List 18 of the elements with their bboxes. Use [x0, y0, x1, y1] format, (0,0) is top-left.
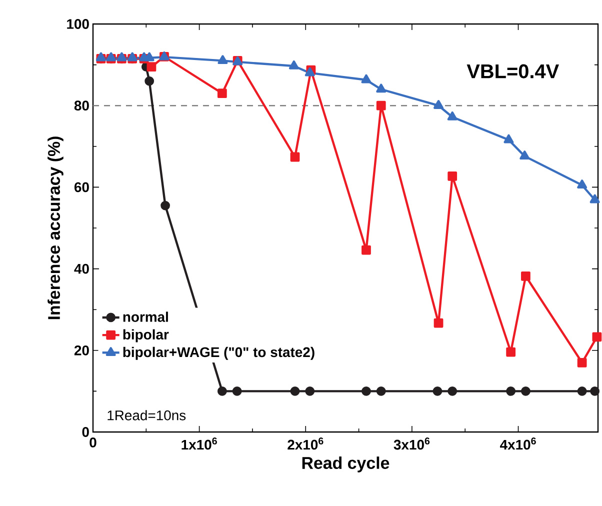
y-axis-title: Inference accuracy (%): [48, 136, 64, 320]
y-tick-label: 0: [82, 427, 89, 437]
legend-label: bipolar+WAGE ("0" to state2): [123, 346, 314, 360]
y-tick-label: 100: [67, 19, 89, 29]
x-tick-label: 1x10$^{6}$: [182, 438, 217, 450]
x-tick-label: 2x10$^{6}$: [288, 438, 324, 450]
y-tick-label: 20: [74, 345, 89, 356]
annotation: 1Read=10ns: [108, 410, 186, 420]
x-tick-label: 4x10$^{6}$: [500, 438, 536, 450]
y-tick-label: 80: [74, 100, 89, 111]
legend-label: bipolar: [123, 329, 169, 342]
x-axis-title: Read cycle: [302, 456, 390, 472]
annotation: VBL=0.4V: [466, 64, 559, 78]
legend-label: normal: [123, 312, 168, 322]
y-tick-label: 60: [74, 182, 89, 192]
x-tick-label: 3x10$^{6}$: [394, 438, 430, 450]
x-tick-label: 0: [90, 438, 96, 448]
y-tick-label: 40: [74, 264, 89, 274]
